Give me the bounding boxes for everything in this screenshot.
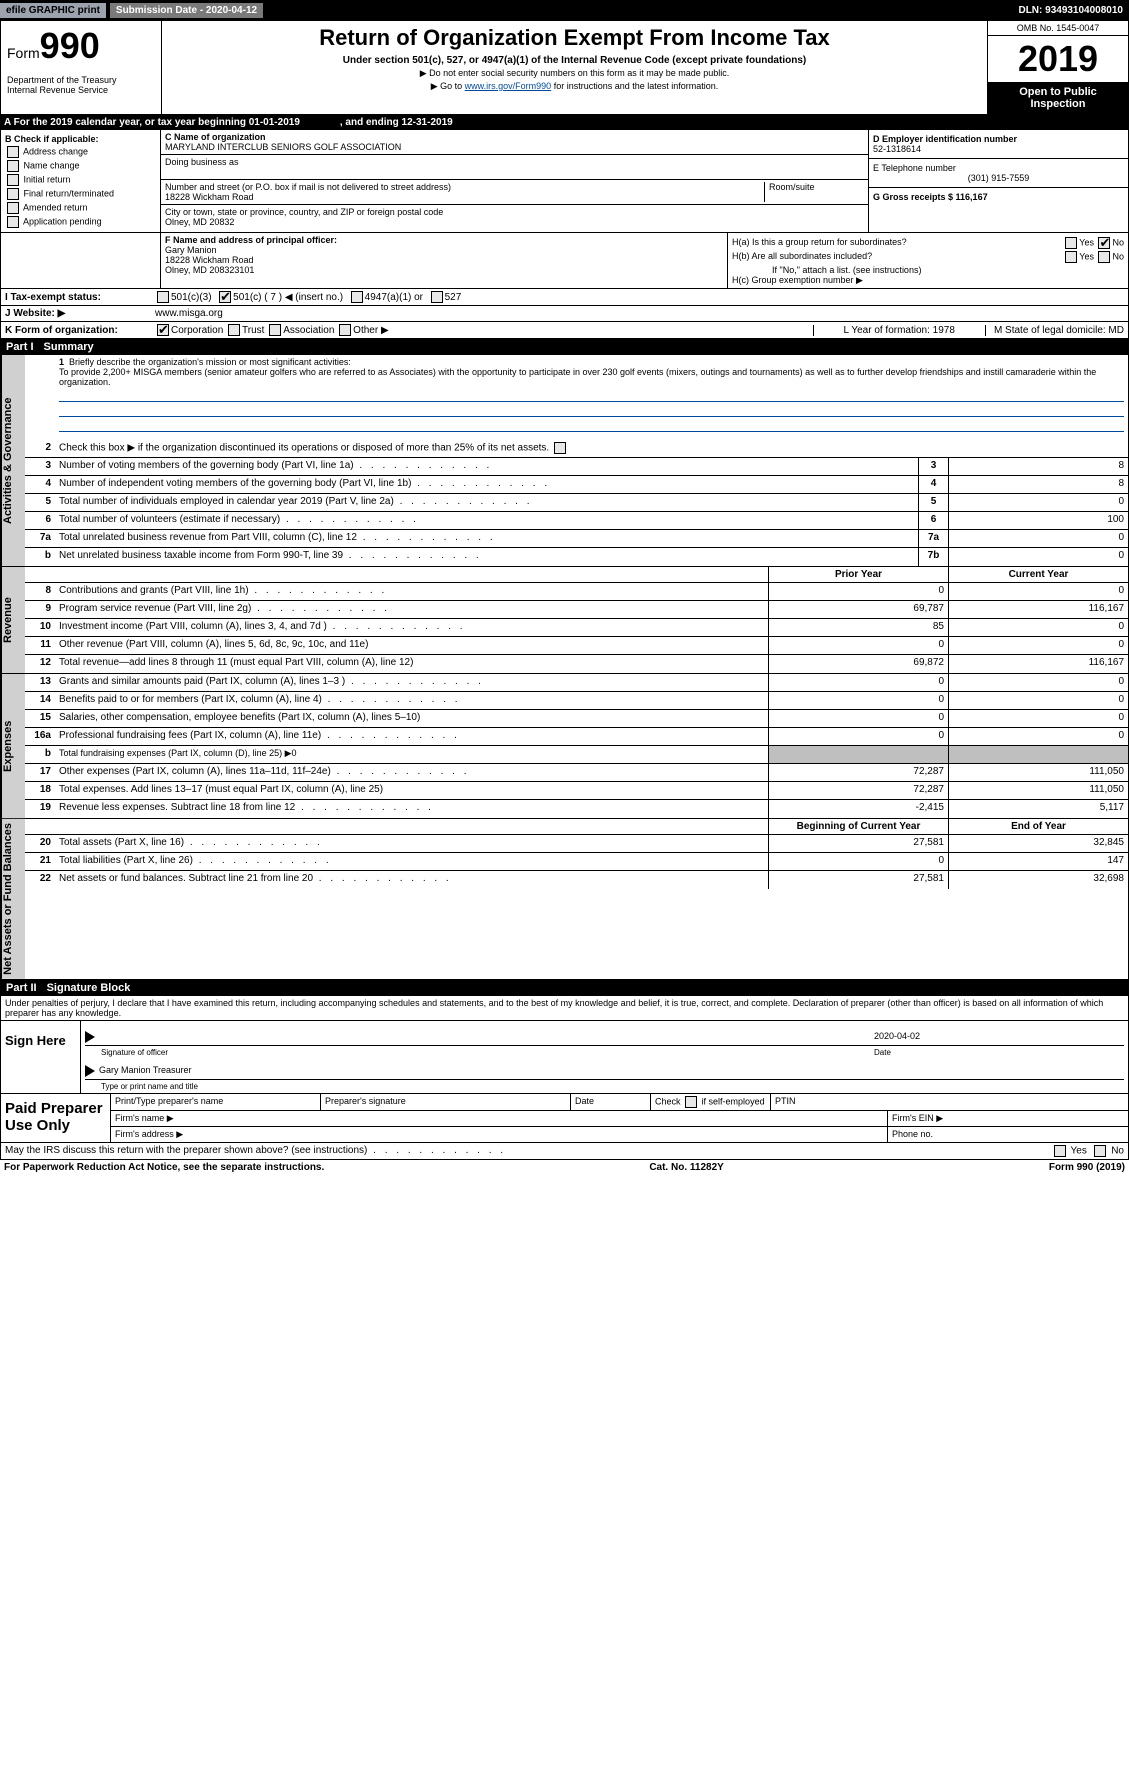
checkbox-pending[interactable] <box>7 216 19 228</box>
checkbox-corp[interactable] <box>157 324 169 336</box>
tab-expenses: Expenses <box>1 674 25 818</box>
form-note-1: ▶ Do not enter social security numbers o… <box>166 68 983 79</box>
paid-preparer-label: Paid Preparer Use Only <box>1 1094 111 1142</box>
checkbox-ha-no[interactable] <box>1098 237 1110 249</box>
mission-text: To provide 2,200+ MISGA members (senior … <box>59 367 1124 387</box>
checkbox-527[interactable] <box>431 291 443 303</box>
checkbox-other[interactable] <box>339 324 351 336</box>
part-i-header: Part I Summary <box>0 339 1129 355</box>
checkbox-4947[interactable] <box>351 291 363 303</box>
website-value: www.misga.org <box>155 308 223 319</box>
state-domicile: M State of legal domicile: MD <box>985 325 1124 336</box>
checkbox-hb-yes[interactable] <box>1065 251 1077 263</box>
year-formation: L Year of formation: 1978 <box>813 325 985 336</box>
value-4: 8 <box>948 476 1128 493</box>
form-title: Return of Organization Exempt From Incom… <box>166 25 983 51</box>
column-de: D Employer identification number 52-1318… <box>868 130 1128 232</box>
checkbox-amended[interactable] <box>7 202 19 214</box>
declaration-text: Under penalties of perjury, I declare th… <box>1 996 1128 1020</box>
column-f: F Name and address of principal officer:… <box>161 233 728 288</box>
tab-revenue: Revenue <box>1 567 25 673</box>
revenue-section: Revenue Prior YearCurrent Year 8Contribu… <box>0 567 1129 674</box>
signature-block: Under penalties of perjury, I declare th… <box>0 996 1129 1094</box>
part-ii-header: Part II Signature Block <box>0 980 1129 996</box>
open-public-badge: Open to Public Inspection <box>988 82 1128 114</box>
checkbox-ha-yes[interactable] <box>1065 237 1077 249</box>
dept-label: Department of the Treasury Internal Reve… <box>7 75 155 95</box>
checkbox-discuss-yes[interactable] <box>1054 1145 1066 1157</box>
row-klm: K Form of organization: Corporation Trus… <box>0 322 1129 339</box>
omb-number: OMB No. 1545-0047 <box>988 21 1128 36</box>
org-name: MARYLAND INTERCLUB SENIORS GOLF ASSOCIAT… <box>165 142 864 152</box>
submission-date: Submission Date - 2020-04-12 <box>110 3 263 18</box>
irs-discuss-row: May the IRS discuss this return with the… <box>0 1143 1129 1160</box>
checkbox-trust[interactable] <box>228 324 240 336</box>
org-city: Olney, MD 20832 <box>165 217 864 227</box>
checkbox-501c[interactable] <box>219 291 231 303</box>
top-bar: efile GRAPHIC print Submission Date - 20… <box>0 0 1129 20</box>
irs-link[interactable]: www.irs.gov/Form990 <box>465 81 552 91</box>
checkbox-final-return[interactable] <box>7 188 19 200</box>
checkbox-assoc[interactable] <box>269 324 281 336</box>
net-assets-section: Net Assets or Fund Balances Beginning of… <box>0 819 1129 980</box>
ein-value: 52-1318614 <box>873 144 1124 154</box>
column-b: B Check if applicable: Address change Na… <box>1 130 161 232</box>
officer-name: Gary Manion Treasurer <box>99 1065 192 1077</box>
checkbox-hb-no[interactable] <box>1098 251 1110 263</box>
checkbox-q2[interactable] <box>554 442 566 454</box>
value-5: 0 <box>948 494 1128 511</box>
section-fh: F Name and address of principal officer:… <box>0 233 1129 289</box>
paid-preparer-block: Paid Preparer Use Only Print/Type prepar… <box>0 1094 1129 1143</box>
mission-block: 1 Briefly describe the organization's mi… <box>25 355 1128 440</box>
activities-governance-section: Activities & Governance 1 Briefly descri… <box>0 355 1129 567</box>
arrow-icon <box>85 1031 95 1043</box>
form-header: Form990 Department of the Treasury Inter… <box>0 20 1129 115</box>
value-7a: 0 <box>948 530 1128 547</box>
checkbox-name-change[interactable] <box>7 160 19 172</box>
dln-label: DLN: 93493104008010 <box>1012 3 1129 18</box>
efile-button[interactable]: efile GRAPHIC print <box>0 3 106 18</box>
row-i: I Tax-exempt status: 501(c)(3) 501(c) ( … <box>0 289 1129 306</box>
expenses-section: Expenses 13Grants and similar amounts pa… <box>0 674 1129 819</box>
gross-receipts: G Gross receipts $ 116,167 <box>873 192 1124 202</box>
column-h: H(a) Is this a group return for subordin… <box>728 233 1128 288</box>
tab-activities: Activities & Governance <box>1 355 25 566</box>
value-6: 100 <box>948 512 1128 529</box>
form-note-2: ▶ Go to www.irs.gov/Form990 for instruct… <box>166 81 983 92</box>
arrow-icon <box>85 1065 95 1077</box>
section-bcdeg: B Check if applicable: Address change Na… <box>0 130 1129 233</box>
value-7b: 0 <box>948 548 1128 566</box>
sign-here-label: Sign Here <box>1 1021 81 1093</box>
checkbox-address-change[interactable] <box>7 146 19 158</box>
form-subtitle: Under section 501(c), 527, or 4947(a)(1)… <box>166 55 983 66</box>
checkbox-501c3[interactable] <box>157 291 169 303</box>
page-footer: For Paperwork Reduction Act Notice, see … <box>0 1160 1129 1175</box>
checkbox-self-employed[interactable] <box>685 1096 697 1108</box>
checkbox-discuss-no[interactable] <box>1094 1145 1106 1157</box>
form-number: Form990 <box>7 25 155 67</box>
row-a: A For the 2019 calendar year, or tax yea… <box>0 115 1129 130</box>
tax-year: 2019 <box>988 36 1128 82</box>
phone-value: (301) 915-7559 <box>873 173 1124 183</box>
tab-net-assets: Net Assets or Fund Balances <box>1 819 25 979</box>
row-j: J Website: ▶ www.misga.org <box>0 306 1129 322</box>
org-address: 18228 Wickham Road <box>165 192 764 202</box>
column-c: C Name of organization MARYLAND INTERCLU… <box>161 130 868 232</box>
checkbox-initial-return[interactable] <box>7 174 19 186</box>
value-3: 8 <box>948 458 1128 475</box>
